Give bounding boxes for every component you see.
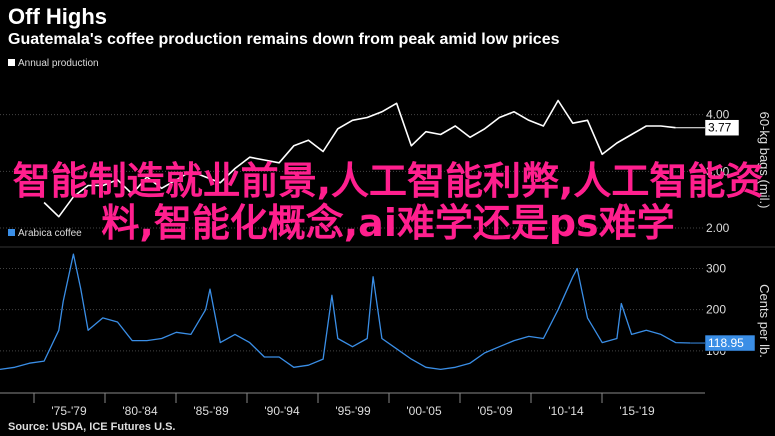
x-tick-label: '85-'89 — [193, 404, 229, 418]
series-line-1 — [0, 253, 691, 371]
x-tick-label: '80-'84 — [122, 404, 158, 418]
y-tick-label: 300 — [706, 262, 726, 276]
y-tick-label: 200 — [706, 303, 726, 317]
x-tick-label: '75-'79 — [51, 404, 87, 418]
y-tick-label: 4.00 — [706, 108, 730, 122]
y-axis-label-0: 60-kg bags (mil.) — [757, 112, 772, 209]
series-line-0 — [43, 99, 676, 218]
legend-label-1: Arabica coffee — [18, 228, 82, 239]
legend-label-0: Annual production — [18, 58, 99, 69]
x-tick-label: '90-'94 — [264, 404, 300, 418]
x-tick-label: '15-'19 — [619, 404, 655, 418]
x-tick-label: '10-'14 — [548, 404, 584, 418]
legend-swatch-1 — [8, 229, 15, 236]
y-tick-label: 3.00 — [706, 164, 730, 178]
y-axis-label-1: Cents per lb. — [757, 284, 772, 358]
chart-subtitle: Guatemala's coffee production remains do… — [8, 31, 560, 48]
overlay-watermark-text: 智能制造就业前景,人工智能利弊,人工智能资料,智能化概念,ai难学还是ps难学 — [12, 159, 764, 245]
x-tick-label: '00-'05 — [406, 404, 442, 418]
x-tick-label: '95-'99 — [335, 404, 371, 418]
y-tick-label: 2.00 — [706, 221, 730, 235]
chart-title: Off Highs — [8, 4, 107, 29]
last-value-label-0: 3.77 — [708, 121, 732, 135]
x-tick-label: '05-'09 — [477, 404, 513, 418]
last-value-label-1: 118.95 — [708, 336, 744, 350]
legend-swatch-0 — [8, 59, 15, 66]
source-note: Source: USDA, ICE Futures U.S. — [8, 421, 176, 433]
